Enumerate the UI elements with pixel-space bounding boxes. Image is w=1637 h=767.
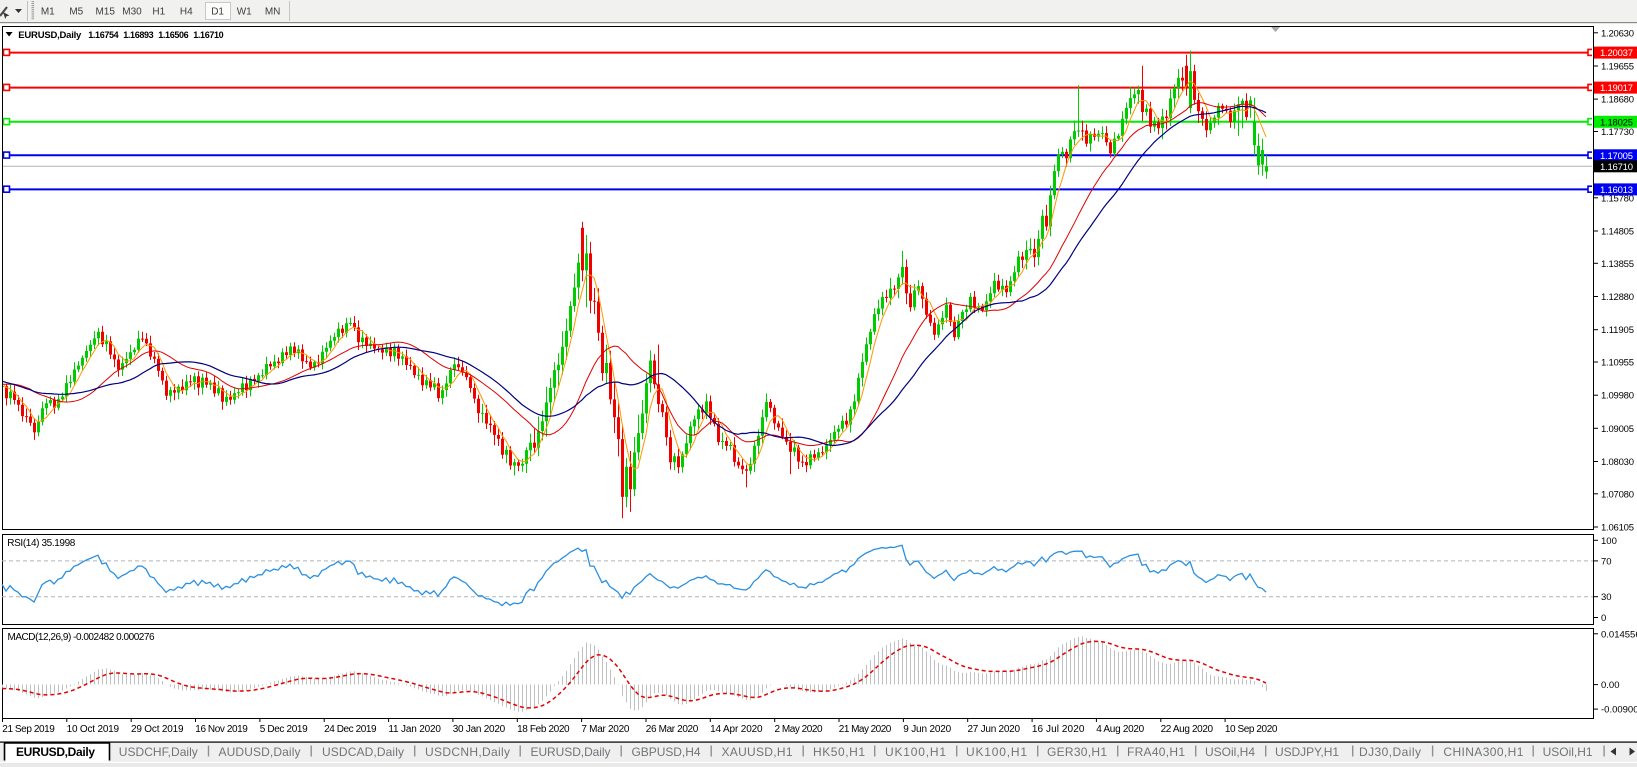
- svg-text:AUDUSD,Daily: AUDUSD,Daily: [219, 745, 301, 759]
- svg-text:4 Aug 2020: 4 Aug 2020: [1096, 724, 1144, 735]
- svg-text:24 Dec 2019: 24 Dec 2019: [324, 724, 377, 735]
- svg-text:100: 100: [1601, 536, 1617, 547]
- svg-text:16 Nov 2019: 16 Nov 2019: [195, 724, 248, 735]
- svg-text:0.014556: 0.014556: [1601, 629, 1637, 640]
- svg-text:GBPUSD,H4: GBPUSD,H4: [632, 745, 701, 759]
- svg-text:1.07080: 1.07080: [1601, 489, 1634, 500]
- svg-text:D1: D1: [211, 7, 224, 18]
- svg-text:10 Sep 2020: 10 Sep 2020: [1225, 724, 1278, 735]
- svg-text:FRA40,H1: FRA40,H1: [1127, 745, 1185, 759]
- svg-text:10 Oct 2019: 10 Oct 2019: [67, 724, 120, 735]
- svg-text:1.09005: 1.09005: [1601, 424, 1634, 435]
- svg-text:-0.009001: -0.009001: [1601, 705, 1637, 716]
- svg-text:HK50,H1: HK50,H1: [813, 745, 865, 759]
- svg-text:1.10955: 1.10955: [1601, 358, 1634, 369]
- svg-text:EURUSD,Daily: EURUSD,Daily: [16, 745, 95, 759]
- svg-text:16 Jul 2020: 16 Jul 2020: [1032, 724, 1085, 735]
- svg-text:USDCHF,Daily: USDCHF,Daily: [119, 745, 198, 759]
- svg-text:UK100,H1: UK100,H1: [885, 745, 946, 759]
- svg-text:1.19655: 1.19655: [1601, 62, 1634, 73]
- svg-text:H1: H1: [152, 7, 165, 18]
- svg-text:5 Dec 2019: 5 Dec 2019: [260, 724, 308, 735]
- svg-text:M30: M30: [122, 7, 142, 18]
- svg-text:1.16710: 1.16710: [1600, 162, 1633, 173]
- svg-text:1.14805: 1.14805: [1601, 227, 1634, 238]
- svg-text:27 Jun 2020: 27 Jun 2020: [968, 724, 1021, 735]
- svg-text:21 May 2020: 21 May 2020: [839, 724, 892, 735]
- svg-text:USDCAD,Daily: USDCAD,Daily: [322, 745, 404, 759]
- svg-text:1.09980: 1.09980: [1601, 391, 1634, 402]
- svg-text:14 Apr 2020: 14 Apr 2020: [710, 724, 763, 735]
- svg-text:GER30,H1: GER30,H1: [1047, 745, 1107, 759]
- svg-text:DJ30,Daily: DJ30,Daily: [1359, 745, 1421, 759]
- svg-text:USDJPY,H1: USDJPY,H1: [1275, 745, 1339, 759]
- svg-text:2 May 2020: 2 May 2020: [775, 724, 823, 735]
- svg-text:1.15780: 1.15780: [1601, 193, 1634, 204]
- svg-text:CHINA300,H1: CHINA300,H1: [1443, 745, 1523, 759]
- svg-text:21 Sep 2019: 21 Sep 2019: [2, 724, 55, 735]
- svg-text:1.08030: 1.08030: [1601, 457, 1634, 468]
- svg-text:1.16013: 1.16013: [1600, 185, 1633, 196]
- svg-text:29 Oct 2019: 29 Oct 2019: [131, 724, 184, 735]
- svg-text:22 Aug 2020: 22 Aug 2020: [1161, 724, 1214, 735]
- svg-text:9 Jun 2020: 9 Jun 2020: [903, 724, 951, 735]
- svg-text:1.19017: 1.19017: [1600, 83, 1633, 94]
- svg-text:MN: MN: [265, 7, 281, 18]
- svg-text:0.00: 0.00: [1601, 680, 1620, 691]
- svg-text:1.16506: 1.16506: [158, 30, 189, 40]
- svg-text:XAUUSD,H1: XAUUSD,H1: [722, 745, 793, 759]
- svg-text:EURUSD,Daily: EURUSD,Daily: [531, 745, 611, 759]
- svg-text:UK100,H1: UK100,H1: [966, 745, 1027, 759]
- svg-text:1.16754: 1.16754: [88, 30, 119, 40]
- svg-text:1.18680: 1.18680: [1601, 95, 1634, 106]
- svg-text:MACD(12,26,9) -0.002482 0.0002: MACD(12,26,9) -0.002482 0.000276: [8, 632, 155, 643]
- svg-text:11 Jan 2020: 11 Jan 2020: [388, 724, 441, 735]
- svg-text:1.17005: 1.17005: [1600, 151, 1633, 162]
- svg-text:1.06105: 1.06105: [1601, 523, 1634, 534]
- svg-text:M15: M15: [95, 7, 115, 18]
- svg-text:M5: M5: [69, 7, 83, 18]
- svg-text:1.13855: 1.13855: [1601, 259, 1634, 270]
- svg-text:RSI(14) 35.1998: RSI(14) 35.1998: [7, 538, 75, 549]
- svg-text:USOil,H1: USOil,H1: [1543, 745, 1593, 759]
- svg-text:1.18025: 1.18025: [1600, 117, 1633, 128]
- svg-text:H4: H4: [180, 7, 193, 18]
- svg-text:1.11905: 1.11905: [1601, 325, 1634, 336]
- svg-text:EURUSD,Daily: EURUSD,Daily: [18, 30, 82, 41]
- svg-text:USOil,H4: USOil,H4: [1205, 745, 1255, 759]
- svg-text:70: 70: [1601, 556, 1612, 567]
- svg-text:30: 30: [1601, 592, 1612, 603]
- svg-text:30 Jan 2020: 30 Jan 2020: [453, 724, 506, 735]
- svg-text:1.16710: 1.16710: [193, 30, 224, 40]
- svg-text:0: 0: [1601, 613, 1606, 624]
- svg-text:1.12880: 1.12880: [1601, 292, 1634, 303]
- svg-text:M1: M1: [41, 7, 55, 18]
- svg-text:USDCNH,Daily: USDCNH,Daily: [425, 745, 510, 759]
- svg-text:7 Mar 2020: 7 Mar 2020: [581, 724, 629, 735]
- svg-text:26 Mar 2020: 26 Mar 2020: [646, 724, 699, 735]
- svg-text:1.20037: 1.20037: [1600, 48, 1633, 59]
- svg-text:18 Feb 2020: 18 Feb 2020: [517, 724, 570, 735]
- svg-text:W1: W1: [237, 7, 252, 18]
- svg-text:1.20630: 1.20630: [1601, 28, 1634, 39]
- svg-text:1.16893: 1.16893: [123, 30, 154, 40]
- svg-text:1.17730: 1.17730: [1601, 127, 1634, 138]
